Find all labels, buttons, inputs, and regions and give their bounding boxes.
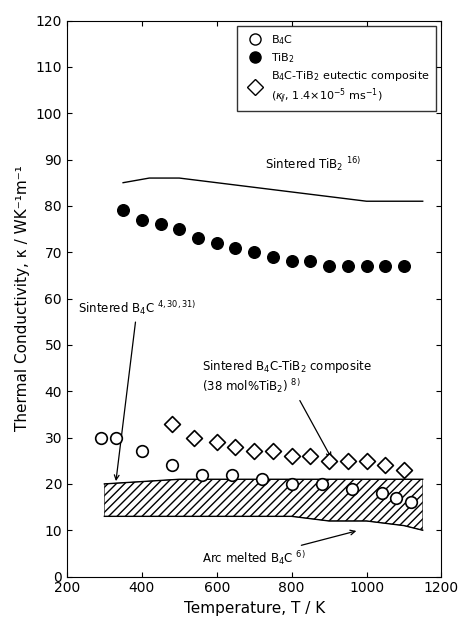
- Point: [378, 488, 385, 498]
- Point: [288, 451, 295, 461]
- Point: [307, 256, 314, 266]
- Point: [348, 483, 356, 493]
- Point: [213, 238, 220, 248]
- Point: [112, 432, 119, 442]
- Point: [344, 261, 352, 271]
- Point: [198, 469, 206, 480]
- Point: [363, 456, 370, 466]
- Point: [325, 261, 333, 271]
- Point: [168, 418, 175, 428]
- Text: Arc melted B$_4$C $^{6)}$: Arc melted B$_4$C $^{6)}$: [202, 530, 355, 567]
- Point: [400, 261, 408, 271]
- Y-axis label: Thermal Conductivity, κ / WK⁻¹m⁻¹: Thermal Conductivity, κ / WK⁻¹m⁻¹: [15, 165, 30, 432]
- Text: Sintered B$_4$C $^{4,30,31)}$: Sintered B$_4$C $^{4,30,31)}$: [78, 298, 196, 480]
- X-axis label: Temperature, T / K: Temperature, T / K: [183, 601, 325, 616]
- Point: [325, 456, 333, 466]
- Point: [269, 252, 277, 262]
- Point: [269, 446, 277, 456]
- Point: [157, 220, 164, 230]
- Point: [382, 461, 389, 471]
- Point: [408, 497, 415, 507]
- Point: [232, 442, 239, 452]
- Point: [228, 469, 236, 480]
- Point: [288, 479, 295, 489]
- Point: [382, 261, 389, 271]
- Point: [213, 437, 220, 447]
- Point: [307, 451, 314, 461]
- Point: [363, 261, 370, 271]
- Text: Sintered TiB$_2$ $^{16)}$: Sintered TiB$_2$ $^{16)}$: [265, 155, 362, 174]
- Point: [318, 479, 325, 489]
- Point: [250, 247, 258, 257]
- Point: [344, 456, 352, 466]
- Point: [191, 432, 198, 442]
- Point: [168, 461, 175, 471]
- Point: [138, 215, 146, 225]
- Point: [400, 465, 408, 475]
- Legend: B$_4$C, TiB$_2$, B$_4$C-TiB$_2$ eutectic composite
($\kappa_{\!/\!/}$, 1.4$\time: B$_4$C, TiB$_2$, B$_4$C-TiB$_2$ eutectic…: [237, 26, 436, 111]
- Point: [392, 493, 400, 503]
- Point: [175, 224, 183, 234]
- Point: [119, 206, 127, 216]
- Point: [232, 242, 239, 252]
- Point: [258, 475, 265, 485]
- Point: [288, 256, 295, 266]
- Point: [250, 446, 258, 456]
- Point: [138, 446, 146, 456]
- Point: [97, 432, 104, 442]
- Point: [194, 233, 202, 244]
- Text: Sintered B$_4$C-TiB$_2$ composite
(38 mol%TiB$_2$) $^{8)}$: Sintered B$_4$C-TiB$_2$ composite (38 mo…: [202, 358, 372, 457]
